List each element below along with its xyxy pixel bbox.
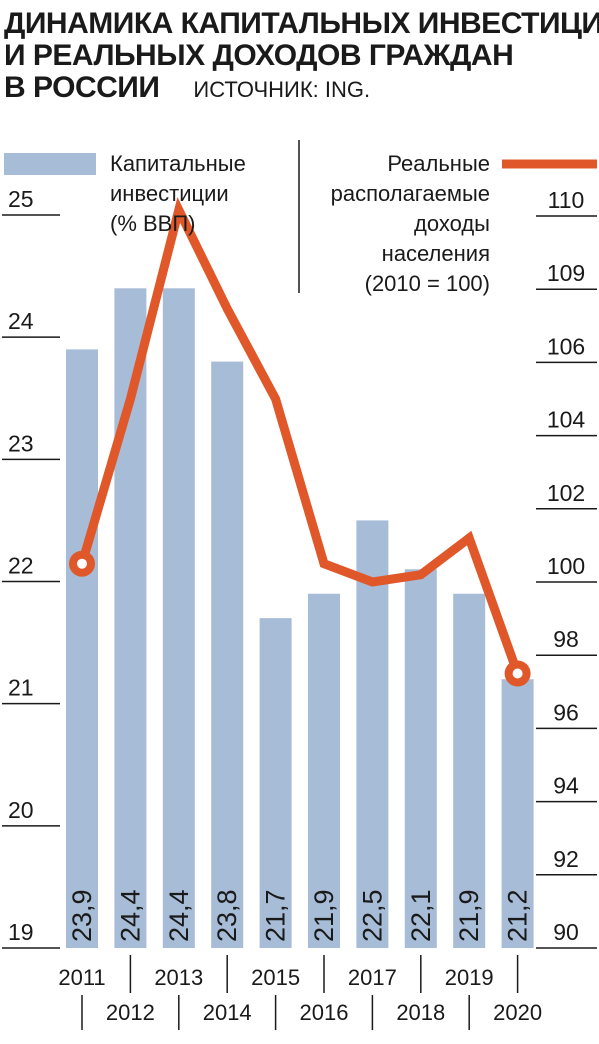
line-point-marker-center bbox=[77, 558, 87, 569]
right-tick-label: 100 bbox=[547, 553, 585, 579]
x-tick-label: 2011 bbox=[58, 965, 105, 990]
x-tick-label: 2019 bbox=[445, 965, 494, 990]
x-tick-label: 2017 bbox=[348, 965, 397, 990]
bar-2015 bbox=[259, 618, 292, 948]
legend-line-line-5: (2010 = 100) bbox=[365, 271, 490, 296]
right-tick-label: 90 bbox=[553, 919, 579, 945]
right-tick-label: 104 bbox=[547, 407, 586, 433]
bar-value-label: 21,9 bbox=[454, 889, 484, 942]
left-tick-label: 20 bbox=[8, 797, 34, 823]
bar-2019 bbox=[453, 593, 486, 948]
right-tick-label: 96 bbox=[553, 699, 579, 725]
legend-swatch-bar bbox=[4, 153, 96, 175]
bar-2011 bbox=[66, 349, 98, 949]
source-note: ИСТОЧНИК: ING. bbox=[193, 77, 371, 102]
bar-2016 bbox=[308, 593, 340, 948]
right-tick-label: 110 bbox=[548, 187, 585, 213]
right-tick-label: 94 bbox=[553, 773, 579, 799]
left-tick-label: 22 bbox=[8, 553, 34, 579]
title-line-3: В РОССИИ ИСТОЧНИК: ING. bbox=[4, 71, 371, 104]
left-tick-label: 25 bbox=[8, 186, 34, 212]
bar-value-label: 24,4 bbox=[115, 889, 145, 942]
legend: Капитальные инвестиции (% ВВП) Реальные … bbox=[4, 140, 597, 296]
chart-title: ДИНАМИКА КАПИТАЛЬНЫХ ИНВЕСТИЦИЙ И РЕАЛЬН… bbox=[4, 8, 599, 106]
right-tick-label: 92 bbox=[553, 846, 579, 872]
bar-2018 bbox=[404, 569, 437, 948]
legend-line-line-1: Реальные bbox=[387, 151, 490, 176]
x-tick-label: 2020 bbox=[493, 1000, 542, 1025]
axis-layer: 2524232221201911010910610410210098969492… bbox=[2, 186, 597, 1030]
bar-2017 bbox=[356, 520, 389, 948]
bar-2014 bbox=[211, 361, 244, 949]
bar-value-label: 22,5 bbox=[357, 889, 387, 942]
title-line-2: И РЕАЛЬНЫХ ДОХОДОВ ГРАЖДАН bbox=[4, 39, 514, 72]
line-point-marker-center bbox=[512, 668, 523, 679]
bars-layer: 23,9 24,4 24,4 23,8 21,7 21,9 22,5 22,1 21,9 21,2 bbox=[66, 288, 534, 949]
bar-value-label: 21,2 bbox=[503, 889, 533, 942]
left-tick-label: 24 bbox=[8, 308, 34, 334]
line-layer bbox=[69, 197, 531, 687]
bar-value-label: 24,4 bbox=[164, 889, 194, 942]
legend-bar-line-3: (% ВВП) bbox=[110, 211, 196, 236]
left-tick-label: 19 bbox=[8, 919, 34, 945]
left-tick-label: 23 bbox=[8, 430, 34, 456]
bar-value-label: 23,8 bbox=[212, 889, 242, 942]
legend-line-line-2: располагаемые bbox=[331, 181, 490, 206]
title-line-1: ДИНАМИКА КАПИТАЛЬНЫХ ИНВЕСТИЦИЙ bbox=[4, 7, 599, 40]
x-tick-label: 2016 bbox=[300, 1000, 349, 1025]
bar-value-label: 22,1 bbox=[406, 889, 436, 942]
x-tick-label: 2018 bbox=[396, 1000, 445, 1025]
bar-value-label: 21,7 bbox=[261, 889, 291, 942]
bar-2020 bbox=[501, 679, 534, 948]
bar-value-label: 23,9 bbox=[67, 889, 97, 942]
x-tick-label: 2012 bbox=[106, 1000, 155, 1025]
right-tick-label: 106 bbox=[547, 333, 585, 359]
right-tick-label: 102 bbox=[547, 480, 585, 506]
legend-line-line-3: доходы bbox=[414, 211, 490, 236]
right-tick-label: 109 bbox=[547, 260, 585, 286]
legend-line-line-4: населения bbox=[382, 241, 490, 266]
bar-2013 bbox=[162, 288, 195, 948]
legend-bar-line-2: инвестиции bbox=[110, 181, 229, 206]
bar-value-label: 21,9 bbox=[309, 889, 339, 942]
left-tick-label: 21 bbox=[8, 675, 34, 701]
x-tick-label: 2013 bbox=[154, 965, 203, 990]
x-tick-label: 2014 bbox=[203, 1000, 252, 1025]
legend-bar-line-1: Капитальные bbox=[110, 151, 246, 176]
income-line bbox=[77, 197, 522, 676]
x-tick-label: 2015 bbox=[251, 965, 300, 990]
right-tick-label: 98 bbox=[553, 626, 579, 652]
